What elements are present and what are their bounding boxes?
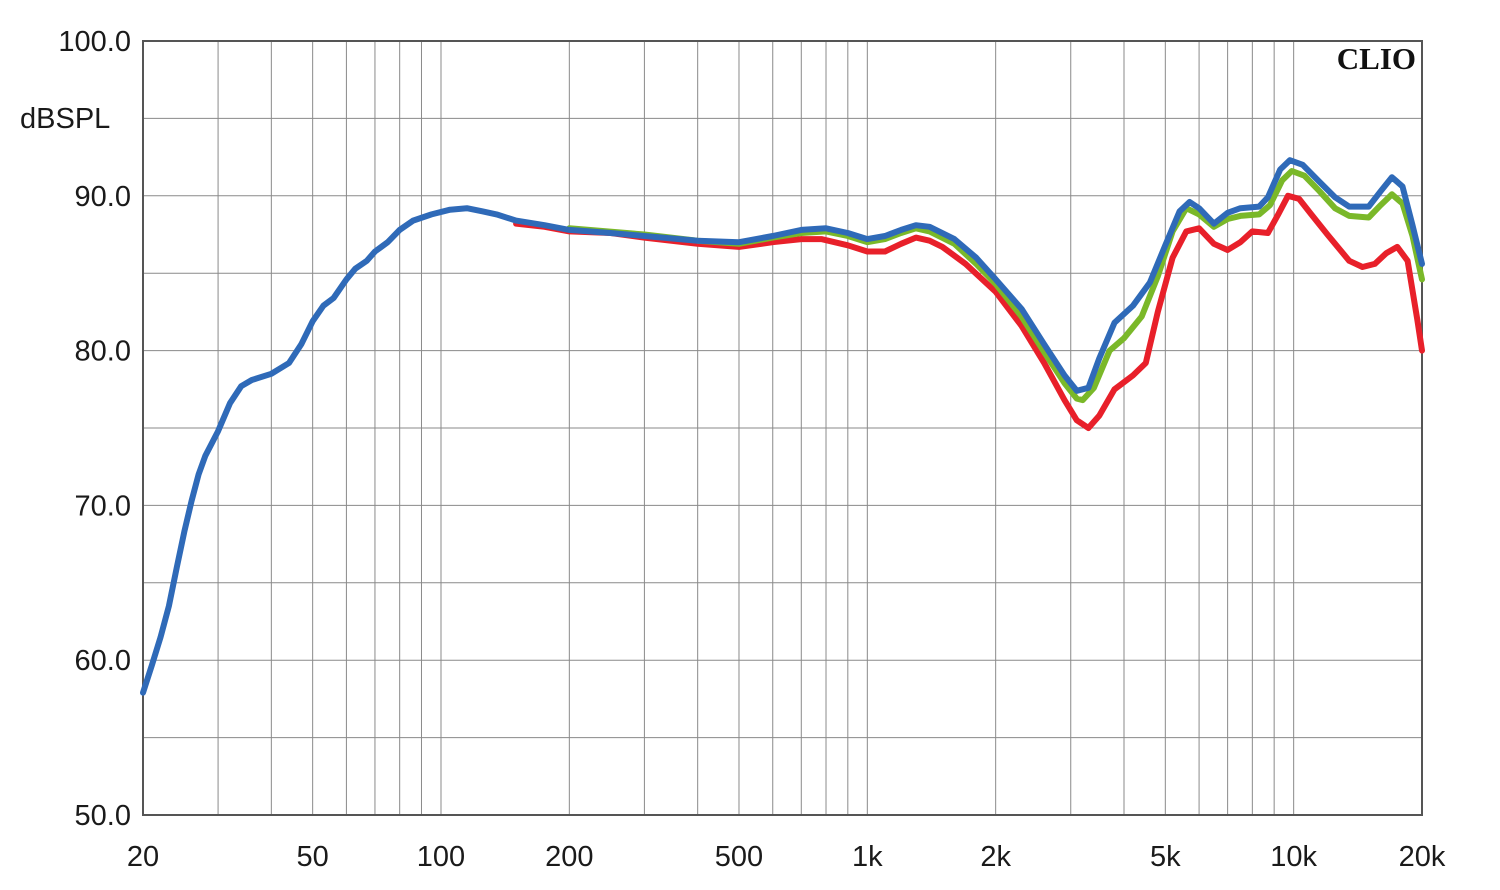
brand-label-clio: CLIO (1337, 41, 1416, 76)
series-layer (140, 157, 1425, 696)
y-tick-label: 50.0 (75, 800, 131, 832)
x-tick-label: 200 (545, 841, 593, 873)
y-tick-label: 80.0 (75, 336, 131, 368)
series-line-3 (140, 157, 1425, 696)
x-tick-label: 500 (715, 841, 763, 873)
y-tick-label: 100.0 (58, 26, 131, 58)
y-tick-label: 70.0 (75, 490, 131, 522)
x-tick-label: 100 (417, 841, 465, 873)
x-tick-label: 50 (297, 841, 329, 873)
y-tick-label: 60.0 (75, 645, 131, 677)
x-tick-label: 5k (1150, 841, 1181, 873)
plot-frame (142, 40, 1423, 816)
series-line-1 (513, 192, 1425, 431)
y-tick-label: 90.0 (75, 181, 131, 213)
x-tick-label: 1k (852, 841, 883, 873)
grid-lines (143, 41, 1422, 815)
x-tick-label: 20k (1399, 841, 1446, 873)
x-tick-label: 2k (980, 841, 1011, 873)
tick-labels: 20 50 100 200 500 1k 2k 5k 10k 20k 100.0 90.0 80.0 70… (58, 26, 1445, 873)
x-tick-label: 20 (127, 841, 159, 873)
x-tick-label: 10k (1270, 841, 1317, 873)
y-axis-unit-label: dBSPL (20, 103, 110, 135)
